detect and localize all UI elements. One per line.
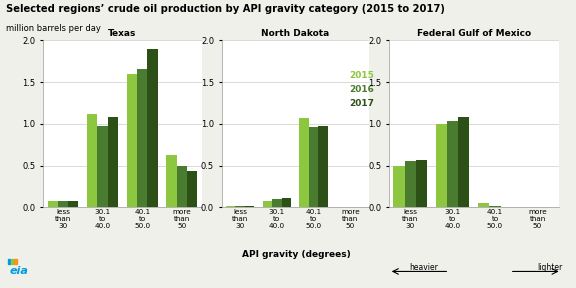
Bar [447,121,458,207]
Bar [236,206,245,207]
Title: Federal Gulf of Mexico: Federal Gulf of Mexico [416,29,531,38]
Bar [404,161,415,207]
Bar [501,206,511,207]
Bar [68,201,78,207]
Bar [319,126,328,207]
Bar [479,203,490,207]
Text: 2016: 2016 [349,85,374,94]
Bar [58,201,68,207]
Bar [187,171,197,207]
Bar [87,114,97,207]
Bar [97,126,108,207]
Bar [415,160,427,207]
Bar [226,206,236,207]
Bar [436,124,447,207]
Text: Selected regions’ crude oil production by API gravity category (2015 to 2017): Selected regions’ crude oil production b… [6,4,445,14]
Bar [272,199,282,207]
Title: Texas: Texas [108,29,137,38]
Text: lighter: lighter [537,263,563,272]
Bar [147,49,158,207]
Bar [309,127,319,207]
Bar [300,118,309,207]
Text: 2015: 2015 [349,71,374,80]
Bar [177,166,187,207]
Bar [137,69,147,207]
Bar [458,117,469,207]
Bar [393,166,404,207]
Bar [282,198,291,207]
Title: North Dakota: North Dakota [261,29,329,38]
Bar [127,74,137,207]
Text: million barrels per day: million barrels per day [6,24,101,33]
Bar [48,201,58,207]
Bar [11,259,13,264]
Bar [166,155,177,207]
Text: heavier: heavier [409,263,438,272]
Bar [263,201,272,207]
Text: eia: eia [10,266,29,276]
Bar [14,259,17,264]
Bar [490,206,501,207]
Text: API gravity (degrees): API gravity (degrees) [242,250,351,259]
Text: 2017: 2017 [349,99,374,108]
Bar [7,259,10,264]
Bar [245,206,255,207]
Bar [108,117,118,207]
